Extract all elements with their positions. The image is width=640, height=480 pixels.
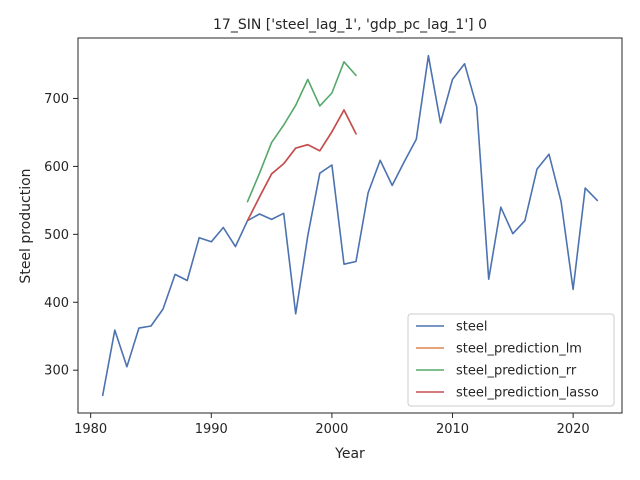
series-line-steel-prediction-lasso: [246, 109, 357, 222]
y-tick-label: 500: [44, 228, 69, 243]
series-layer: [101, 54, 599, 397]
x-axis-label: Year: [334, 446, 365, 462]
y-tick-label: 600: [44, 160, 69, 175]
series-line-steel-prediction-rr: [246, 60, 357, 203]
y-axis: 300 400 500 600 700: [44, 92, 78, 379]
series-line-steel-prediction-lm: [246, 109, 357, 222]
legend-label-steel-prediction-rr: steel_prediction_rr: [456, 364, 577, 379]
legend: steel steel_prediction_lm steel_prediction…: [407, 313, 615, 407]
legend-label-steel: steel: [456, 320, 487, 335]
x-axis: 1980 1990 2000 2010 2020: [74, 413, 590, 437]
x-tick-label: 2020: [557, 422, 590, 437]
series-line-steel: [101, 54, 599, 397]
legend-label-steel-prediction-lasso: steel_prediction_lasso: [456, 386, 599, 401]
legend-box: [407, 313, 615, 407]
plot-frame: [77, 37, 623, 414]
y-tick-label: 300: [44, 364, 69, 379]
x-tick-label: 2010: [436, 422, 469, 437]
x-tick-label: 1990: [195, 422, 228, 437]
x-tick-label: 2000: [315, 422, 348, 437]
x-tick-label: 1980: [74, 422, 107, 437]
chart-title: 17_SIN ['steel_lag_1', 'gdp_pc_lag_1'] 0: [213, 17, 487, 33]
y-tick-label: 400: [44, 296, 69, 311]
y-tick-label: 700: [44, 92, 69, 107]
legend-label-steel-prediction-lm: steel_prediction_lm: [456, 342, 582, 357]
y-axis-label: Steel production: [18, 168, 34, 283]
